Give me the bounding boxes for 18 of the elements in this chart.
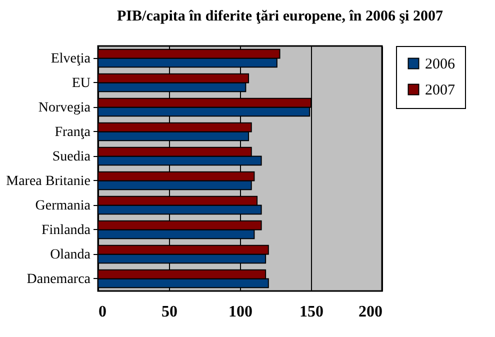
x-tick-label: 50: [162, 304, 178, 320]
y-tick-label: Norvegia: [38, 100, 92, 116]
x-tick-label: 200: [358, 304, 382, 320]
legend-label: 2006: [425, 56, 456, 72]
x-tick-label: 100: [228, 304, 252, 320]
y-tick-label: Danemarca: [26, 272, 92, 287]
chart-title: PIB/capita în diferite ţări europene, în 2006 şi 2007: [117, 8, 444, 24]
y-tick-label: Marea Britanie: [6, 174, 90, 189]
x-tick-label: 150: [300, 304, 324, 320]
y-tick-label: Finlanda: [42, 222, 92, 238]
y-tick-label: Franţa: [54, 124, 92, 140]
y-tick-label: Suedia: [52, 149, 92, 164]
y-tick-label: Germania: [35, 198, 92, 214]
legend-label: 2007: [425, 82, 456, 98]
y-tick-label: EU: [72, 76, 90, 91]
y-tick-label: Olanda: [50, 247, 92, 262]
x-tick-label: 0: [98, 304, 106, 320]
y-tick-label: Elveţia: [50, 51, 92, 66]
